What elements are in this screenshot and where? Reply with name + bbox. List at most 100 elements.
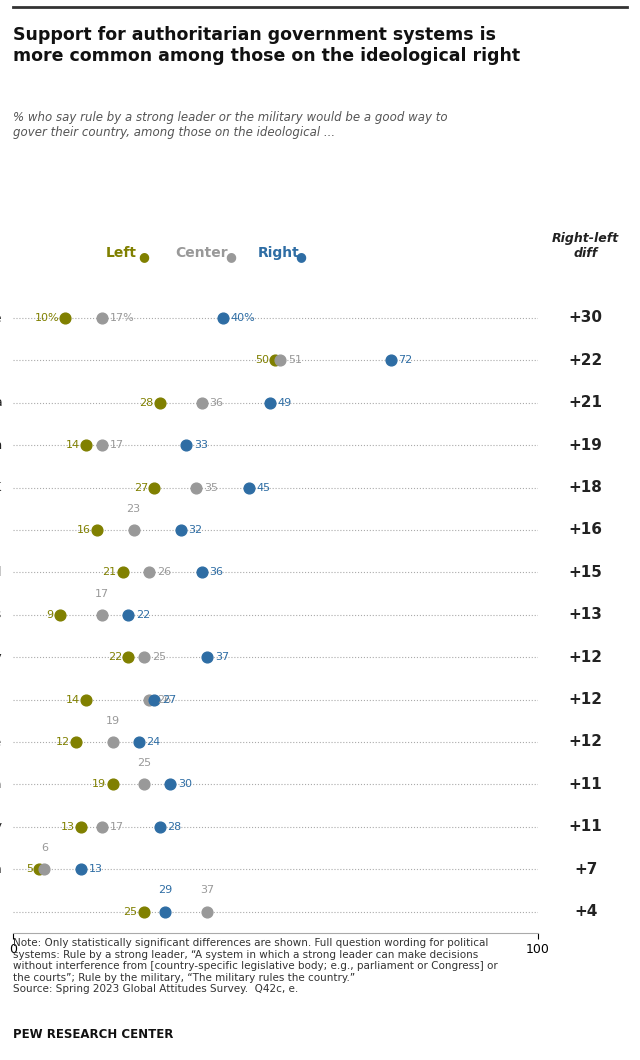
Point <box>123 606 133 623</box>
Text: 16: 16 <box>76 525 90 535</box>
Text: Sweden: Sweden <box>0 863 3 876</box>
Text: 40%: 40% <box>230 313 255 323</box>
Text: 24: 24 <box>147 737 161 747</box>
Text: 6: 6 <box>41 843 48 853</box>
Text: 12: 12 <box>55 737 70 747</box>
Text: Greece: Greece <box>0 312 3 324</box>
Text: Note: Only statistically significant differences are shown. Full question wordin: Note: Only statistically significant dif… <box>13 938 497 994</box>
Point <box>118 564 128 581</box>
Point <box>39 861 49 878</box>
Text: ●: ● <box>225 250 236 263</box>
Point <box>123 649 133 666</box>
Text: 36: 36 <box>210 398 223 408</box>
Point <box>196 564 207 581</box>
Point <box>97 606 107 623</box>
Point <box>76 861 86 878</box>
Point <box>81 437 92 454</box>
Text: 30: 30 <box>178 779 192 790</box>
Text: +22: +22 <box>568 353 603 368</box>
Point <box>155 818 165 835</box>
Point <box>139 776 149 793</box>
Text: 51: 51 <box>289 355 302 366</box>
Point <box>55 606 65 623</box>
Text: 27: 27 <box>134 482 148 493</box>
Text: 35: 35 <box>204 482 218 493</box>
Text: 17: 17 <box>110 822 124 832</box>
Text: 5: 5 <box>26 864 33 874</box>
Text: 17: 17 <box>110 440 124 450</box>
Point <box>92 522 102 538</box>
Text: Brazil: Brazil <box>0 354 3 367</box>
Text: +18: +18 <box>569 480 602 495</box>
Point <box>149 691 159 708</box>
Text: 28: 28 <box>139 398 154 408</box>
Text: ●: ● <box>139 250 149 263</box>
Text: 22: 22 <box>108 652 122 662</box>
Point <box>76 818 86 835</box>
Point <box>81 691 92 708</box>
Point <box>265 394 275 411</box>
Point <box>139 903 149 920</box>
Text: 29: 29 <box>158 885 172 896</box>
Text: Right: Right <box>257 246 300 260</box>
Text: +11: +11 <box>569 777 602 792</box>
Text: 37: 37 <box>215 652 229 662</box>
Text: % who say rule by a strong leader or the military would be a good way to
gover t: % who say rule by a strong leader or the… <box>13 111 447 139</box>
Text: 17%: 17% <box>110 313 134 323</box>
Point <box>149 479 159 496</box>
Point <box>160 903 170 920</box>
Text: 26: 26 <box>157 694 172 705</box>
Text: 19: 19 <box>106 716 120 726</box>
Point <box>70 734 81 750</box>
Point <box>155 394 165 411</box>
Point <box>202 649 212 666</box>
Text: 10%: 10% <box>35 313 59 323</box>
Text: 25: 25 <box>124 906 138 917</box>
Point <box>108 734 118 750</box>
Point <box>165 776 175 793</box>
Text: 14: 14 <box>66 440 80 450</box>
Text: Canada: Canada <box>0 778 3 791</box>
Text: France: France <box>0 736 3 748</box>
Text: +11: +11 <box>569 819 602 834</box>
Text: Italy: Italy <box>0 651 3 664</box>
Text: 28: 28 <box>168 822 182 832</box>
Point <box>139 649 149 666</box>
Point <box>97 437 107 454</box>
Text: Left: Left <box>106 246 137 260</box>
Point <box>129 522 139 538</box>
Text: U.S.: U.S. <box>0 905 3 918</box>
Text: +7: +7 <box>574 862 597 877</box>
Text: +4: +4 <box>574 904 597 919</box>
Text: 13: 13 <box>89 864 103 874</box>
Point <box>244 479 254 496</box>
Text: +12: +12 <box>568 650 603 665</box>
Point <box>270 352 280 369</box>
Point <box>218 310 228 326</box>
Point <box>196 394 207 411</box>
Point <box>60 310 70 326</box>
Text: 13: 13 <box>61 822 75 832</box>
Text: 37: 37 <box>200 885 214 896</box>
Text: 19: 19 <box>92 779 106 790</box>
Text: Spain: Spain <box>0 439 3 452</box>
Text: Center: Center <box>175 246 228 260</box>
Text: Poland: Poland <box>0 566 3 579</box>
Text: Right-left
diff: Right-left diff <box>552 232 620 260</box>
Text: 21: 21 <box>102 567 116 578</box>
Text: PEW RESEARCH CENTER: PEW RESEARCH CENTER <box>13 1028 173 1041</box>
Point <box>385 352 396 369</box>
Text: ●: ● <box>296 250 306 263</box>
Text: South Korea: South Korea <box>0 396 3 409</box>
Text: +21: +21 <box>568 395 603 410</box>
Point <box>108 776 118 793</box>
Text: +12: +12 <box>568 692 603 707</box>
Point <box>134 734 144 750</box>
Text: 33: 33 <box>194 440 208 450</box>
Text: +12: +12 <box>568 735 603 749</box>
Text: 22: 22 <box>136 610 150 620</box>
Text: Netherlands: Netherlands <box>0 608 3 621</box>
Point <box>202 903 212 920</box>
Point <box>191 479 202 496</box>
Point <box>144 691 154 708</box>
